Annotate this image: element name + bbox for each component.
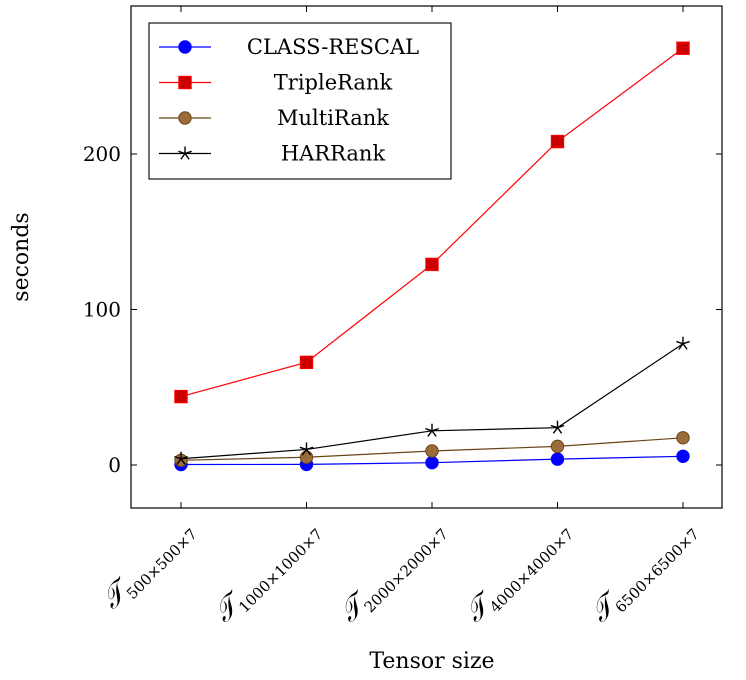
x-tick-label: 𝒯500×500×7 <box>94 512 200 618</box>
data-point-multirank <box>425 444 439 458</box>
y-axis-title: seconds <box>9 212 34 301</box>
data-point-harrank <box>174 451 188 465</box>
series-triplerank <box>174 41 690 404</box>
legend-marker-class-rescal <box>178 40 192 54</box>
data-point-triplerank <box>676 41 690 55</box>
plot-frame <box>130 5 723 509</box>
legend-label-multirank: MultiRank <box>277 106 389 130</box>
data-point-multirank <box>550 439 565 454</box>
y-tick-label: 200 <box>83 142 121 166</box>
legend-label-triplerank: TripleRank <box>274 71 393 95</box>
data-point-triplerank <box>425 257 439 272</box>
data-point-harrank <box>550 420 565 434</box>
y-tick-label: 0 <box>108 453 121 477</box>
x-axis-title: Tensor size <box>369 649 494 674</box>
data-point-harrank <box>425 423 439 437</box>
series-harrank <box>174 336 690 465</box>
data-point-multirank <box>676 431 690 445</box>
legend-marker-triplerank <box>178 75 192 90</box>
x-tick-label: 𝒯6500×6500×7 <box>583 512 703 632</box>
data-point-harrank <box>299 442 314 456</box>
data-point-triplerank <box>299 355 314 370</box>
legend-label-harrank: HARRank <box>281 142 386 166</box>
data-point-class-rescal <box>425 455 439 470</box>
data-point-multirank <box>299 450 314 464</box>
legend-label-class-rescal: CLASS-RESCAL <box>247 35 419 59</box>
data-point-triplerank <box>174 389 188 404</box>
x-tick-label: 𝒯2000×2000×7 <box>332 512 452 632</box>
series-layer <box>174 41 690 472</box>
y-tick-label: 100 <box>83 298 121 322</box>
x-tick-label: 𝒯1000×1000×7 <box>206 512 326 632</box>
legend-marker-multirank <box>178 111 192 125</box>
data-point-harrank <box>676 336 690 350</box>
series-line-harrank <box>180 343 684 460</box>
data-point-class-rescal <box>550 452 565 466</box>
data-point-triplerank <box>550 134 565 149</box>
y-axis-ticks: 0 100 200 <box>83 142 722 477</box>
legend-marker-harrank <box>178 146 192 160</box>
x-tick-label: 𝒯4000×4000×7 <box>457 512 577 632</box>
legend: CLASS-RESCAL TripleRank MultiRank HARRank <box>148 22 452 180</box>
data-point-class-rescal <box>676 449 690 463</box>
